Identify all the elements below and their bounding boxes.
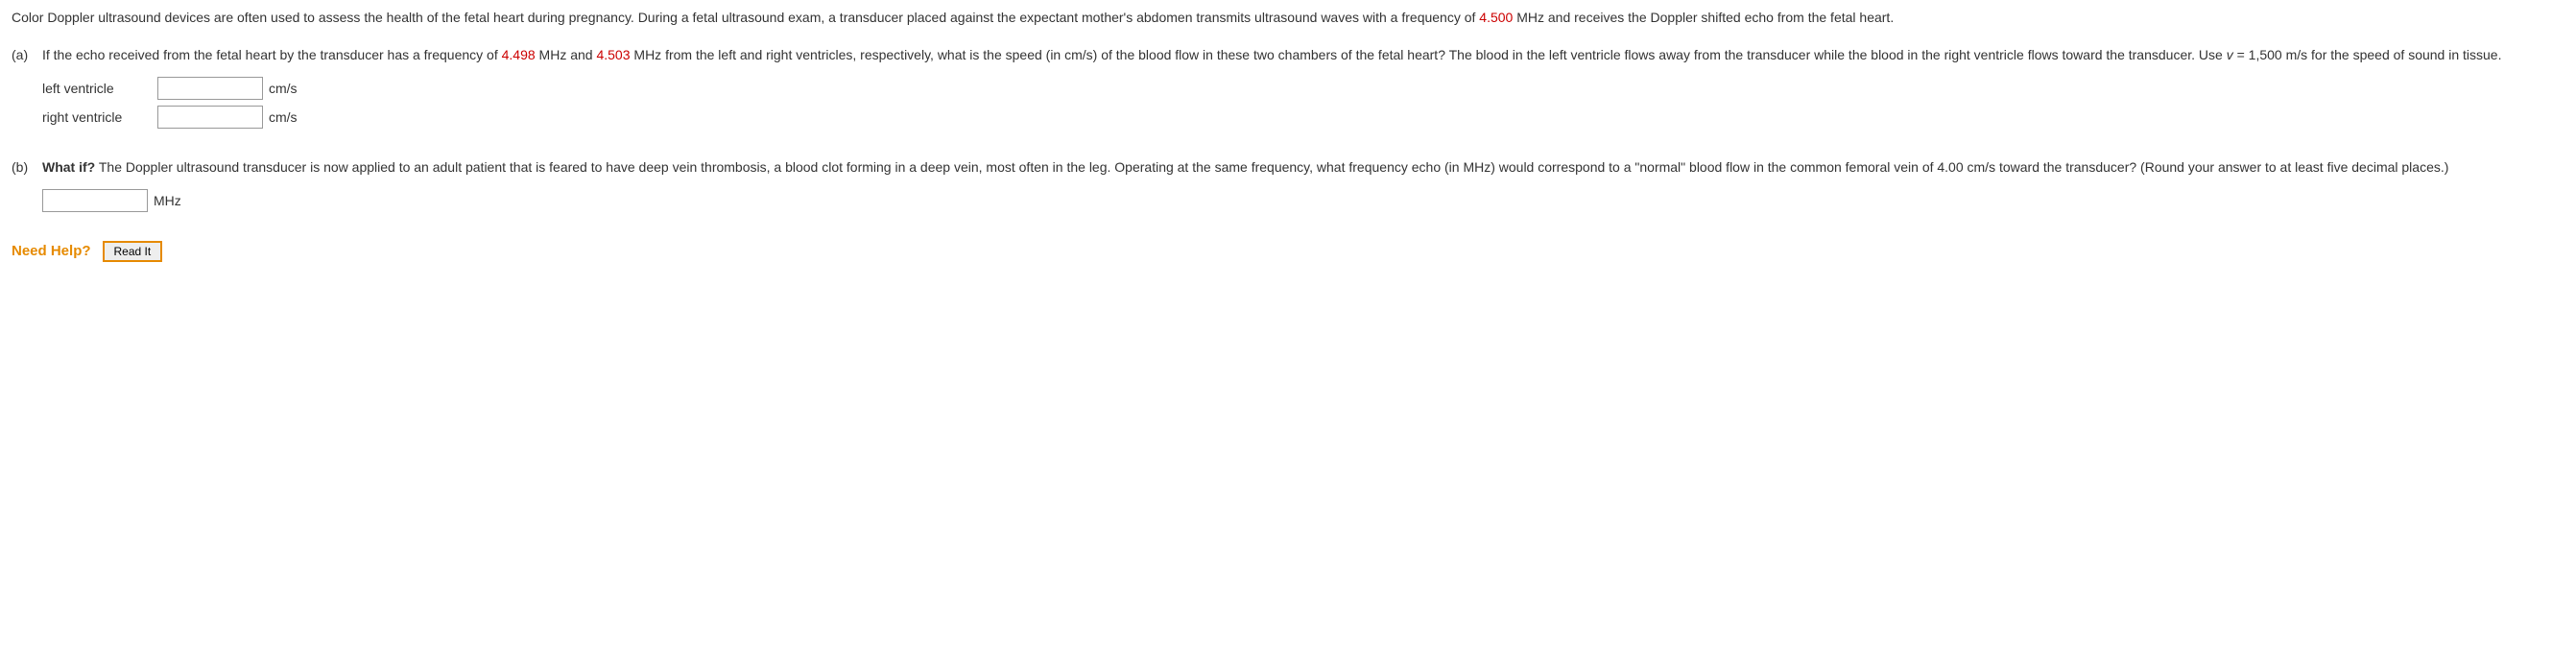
left-unit: cm/s bbox=[269, 79, 298, 99]
qa-v: v bbox=[2227, 47, 2233, 62]
right-unit: cm/s bbox=[269, 107, 298, 128]
help-row: Need Help? Read It bbox=[12, 241, 2564, 263]
freq-unit: MHz bbox=[154, 191, 181, 211]
right-ventricle-input[interactable] bbox=[157, 106, 263, 129]
read-it-button[interactable]: Read It bbox=[103, 241, 163, 262]
qa-t4: = 1,500 m/s for the speed of sound in ti… bbox=[2233, 47, 2502, 62]
part-b-inputs: MHz bbox=[42, 189, 2564, 212]
part-a-question: If the echo received from the fetal hear… bbox=[42, 45, 2564, 65]
qa-f2: 4.503 bbox=[596, 47, 630, 62]
part-b: (b) What if? The Doppler ultrasound tran… bbox=[12, 157, 2564, 218]
right-ventricle-label: right ventricle bbox=[42, 107, 157, 128]
whatif: What if? bbox=[42, 159, 95, 175]
right-ventricle-row: right ventricle cm/s bbox=[42, 106, 2564, 129]
part-a-body: If the echo received from the fetal hear… bbox=[42, 45, 2564, 134]
intro-t1: Color Doppler ultrasound devices are oft… bbox=[12, 10, 1479, 25]
qb-t1: The Doppler ultrasound transducer is now… bbox=[95, 159, 2448, 175]
qa-t3: MHz from the left and right ventricles, … bbox=[631, 47, 2227, 62]
part-b-question: What if? The Doppler ultrasound transduc… bbox=[42, 157, 2564, 178]
frequency-input[interactable] bbox=[42, 189, 148, 212]
part-a-inputs: left ventricle cm/s right ventricle cm/s bbox=[42, 77, 2564, 129]
qa-f1: 4.498 bbox=[502, 47, 536, 62]
qa-t2: MHz and bbox=[536, 47, 597, 62]
intro-freq: 4.500 bbox=[1479, 10, 1513, 25]
part-a-label: (a) bbox=[12, 45, 42, 134]
intro-t2: MHz and receives the Doppler shifted ech… bbox=[1513, 10, 1894, 25]
need-help-label: Need Help? bbox=[12, 241, 91, 263]
intro-text: Color Doppler ultrasound devices are oft… bbox=[12, 8, 2564, 28]
freq-row: MHz bbox=[42, 189, 2564, 212]
part-a: (a) If the echo received from the fetal … bbox=[12, 45, 2564, 134]
qa-t1: If the echo received from the fetal hear… bbox=[42, 47, 502, 62]
left-ventricle-row: left ventricle cm/s bbox=[42, 77, 2564, 100]
left-ventricle-label: left ventricle bbox=[42, 79, 157, 99]
part-b-body: What if? The Doppler ultrasound transduc… bbox=[42, 157, 2564, 218]
part-b-label: (b) bbox=[12, 157, 42, 218]
left-ventricle-input[interactable] bbox=[157, 77, 263, 100]
